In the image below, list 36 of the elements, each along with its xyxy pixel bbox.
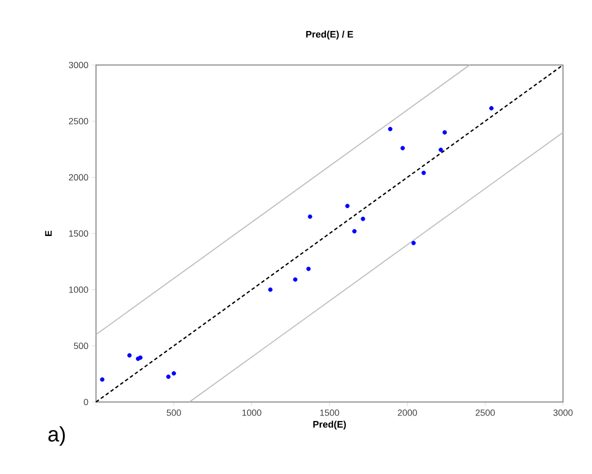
point (400, 146, 405, 150)
point (442, 130, 447, 135)
point (138, 355, 143, 360)
y-tick-label: 1000 (69, 286, 88, 293)
point (345, 204, 350, 208)
x-tick-label: 1500 (320, 410, 340, 416)
y-tick-label: 2000 (68, 174, 88, 181)
point (268, 287, 273, 292)
point (306, 266, 311, 272)
x-tick-label: 1000 (242, 410, 262, 416)
point (172, 371, 176, 376)
point (421, 170, 426, 176)
x-tick-label: 3000 (553, 410, 573, 416)
chart-title: Pred(E) / E (306, 30, 354, 40)
text: a) (48, 426, 65, 446)
point (166, 374, 171, 379)
point (293, 277, 298, 282)
y-tick-label: 3000 (68, 62, 88, 68)
y-tick-label: 0 (84, 398, 88, 406)
y-axis-title: E (45, 230, 52, 236)
point (127, 353, 132, 358)
y-tick-label: 1500 (69, 230, 88, 237)
point (100, 377, 104, 382)
y-tick-label: 500 (74, 342, 88, 350)
x-tick-label: 2000 (398, 410, 417, 416)
point (388, 126, 392, 132)
y-tick-label: 2500 (68, 118, 88, 124)
x-tick-label: 2500 (476, 410, 495, 416)
point (360, 216, 366, 222)
point (352, 229, 357, 234)
point (489, 106, 494, 110)
x-axis-title: Pred(E) (313, 420, 346, 430)
point (308, 214, 312, 219)
point (438, 148, 443, 152)
x-tick-label: 500 (166, 410, 181, 416)
point (411, 240, 416, 246)
